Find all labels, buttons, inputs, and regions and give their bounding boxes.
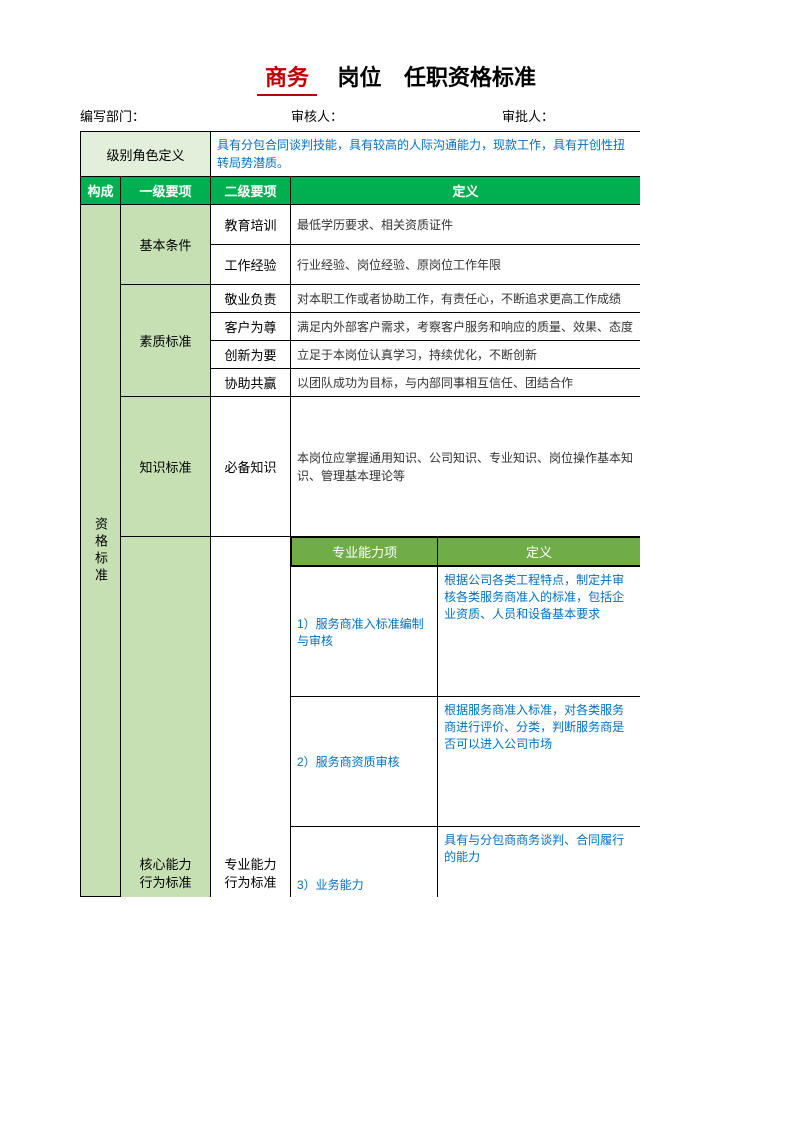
hdr-c3: 二级要项: [211, 177, 291, 205]
l1-core-b: 行为标准: [139, 875, 191, 890]
inner-hdr-left: 专业能力项: [292, 538, 438, 566]
title-standard: 任职资格标准: [404, 65, 536, 90]
inner-3-left: 3）业务能力: [291, 827, 438, 897]
main-table: 级别角色定义 具有分包合同谈判技能，具有较高的人际沟通能力，现款工作，具有开创性…: [80, 131, 640, 897]
l2-q4: 协助共赢: [211, 369, 291, 397]
meta-row: 编写部门： 审核人： 审批人：: [80, 106, 713, 125]
inner-2-right: 根据服务商准入标准，对各类服务商进行评价、分类，判断服务商是否可以进入公司市场: [438, 697, 640, 826]
def-exp: 行业经验、岗位经验、原岗位工作年限: [291, 245, 641, 285]
header-row: 构成 一级要项 二级要项 定义: [81, 177, 641, 205]
inner-1-right: 根据公司各类工程特点，制定并审核各类服务商准入的标准，包括企业资质、人员和设备基…: [438, 567, 640, 696]
inner-2-left: 2）服务商资质审核: [291, 697, 438, 826]
l1-core-a: 核心能力: [139, 857, 191, 872]
l2-q2: 客户为尊: [211, 313, 291, 341]
side-vertical: 资格标准: [81, 205, 121, 897]
l1-basic: 基本条件: [121, 205, 211, 285]
inner-cell-2: 2）服务商资质审核 根据服务商准入标准，对各类服务商进行评价、分类，判断服务商是…: [291, 697, 641, 827]
row-knowledge: 知识标准 必备知识 本岗位应掌握通用知识、公司知识、专业知识、岗位操作基本知识、…: [81, 397, 641, 537]
l2-edu: 教育培训: [211, 205, 291, 245]
def-edu: 最低学历要求、相关资质证件: [291, 205, 641, 245]
def-q1: 对本职工作或者协助工作，有责任心，不断追求更高工作成绩: [291, 285, 641, 313]
meta-approver: 审批人：: [502, 106, 713, 125]
title-position: 岗位: [337, 65, 381, 90]
role-row: 级别角色定义 具有分包合同谈判技能，具有较高的人际沟通能力，现款工作，具有开创性…: [81, 132, 641, 177]
row-inner-hdr: 核心能力 行为标准 专业能力 行为标准 专业能力项 定义: [81, 537, 641, 567]
l1-quality: 素质标准: [121, 285, 211, 397]
inner-hdr-right: 定义: [438, 538, 640, 566]
role-label: 级别角色定义: [81, 132, 211, 177]
hdr-c4: 定义: [291, 177, 641, 205]
l1-core: 核心能力 行为标准: [121, 537, 211, 897]
l2-q1: 敬业负责: [211, 285, 291, 313]
l2-core-a: 专业能力: [224, 857, 276, 872]
def-knowledge: 本岗位应掌握通用知识、公司知识、专业知识、岗位操作基本知识、管理基本理论等: [291, 397, 641, 537]
inner-3-right: 具有与分包商商务谈判、合同履行的能力: [438, 827, 640, 897]
def-q4: 以团队成功为目标，与内部同事相互信任、团结合作: [291, 369, 641, 397]
l2-core-b: 行为标准: [224, 875, 276, 890]
role-text: 具有分包合同谈判技能，具有较高的人际沟通能力，现款工作，具有开创性扭转局势潜质。: [211, 132, 641, 177]
l2-core: 专业能力 行为标准: [211, 537, 291, 897]
meta-reviewer: 审核人：: [291, 106, 502, 125]
inner-hdr-cell: 专业能力项 定义: [291, 537, 641, 567]
l2-q3: 创新为要: [211, 341, 291, 369]
def-q2: 满足内外部客户需求，考察客户服务和响应的质量、效果、态度: [291, 313, 641, 341]
hdr-c2: 一级要项: [121, 177, 211, 205]
meta-writer: 编写部门：: [80, 106, 291, 125]
l2-knowledge: 必备知识: [211, 397, 291, 537]
def-q3: 立足于本岗位认真学习，持续优化，不断创新: [291, 341, 641, 369]
title-dept: 商务: [257, 60, 317, 96]
row-q1: 素质标准 敬业负责 对本职工作或者协助工作，有责任心，不断追求更高工作成绩: [81, 285, 641, 313]
hdr-c1: 构成: [81, 177, 121, 205]
inner-1-left: 1）服务商准入标准编制与审核: [291, 567, 438, 696]
title-row: 商务 岗位 任职资格标准: [80, 60, 713, 96]
row-edu: 资格标准 基本条件 教育培训 最低学历要求、相关资质证件: [81, 205, 641, 245]
l1-knowledge: 知识标准: [121, 397, 211, 537]
inner-cell-3: 3）业务能力 具有与分包商商务谈判、合同履行的能力: [291, 827, 641, 897]
l2-exp: 工作经验: [211, 245, 291, 285]
document-page: 商务 岗位 任职资格标准 编写部门： 审核人： 审批人： 级别角色定义 具有分包…: [0, 0, 793, 1122]
inner-cell-1: 1）服务商准入标准编制与审核 根据公司各类工程特点，制定并审核各类服务商准入的标…: [291, 567, 641, 697]
